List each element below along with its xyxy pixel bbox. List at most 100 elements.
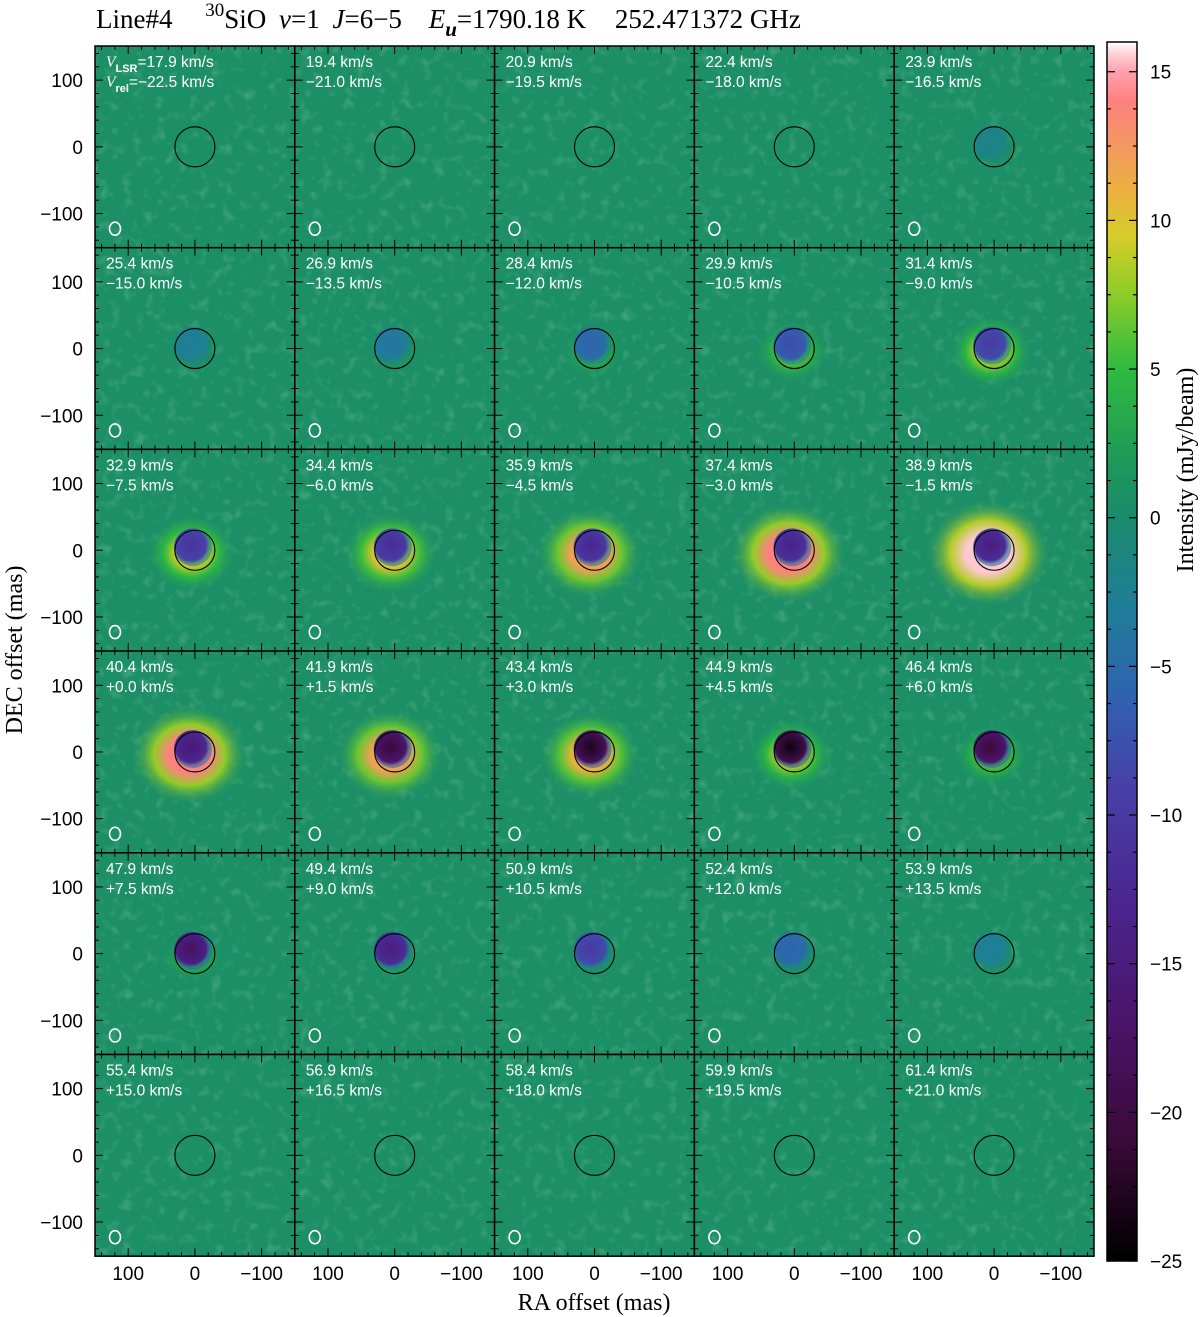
x-tick-label: 0 (989, 1264, 1000, 1285)
absorption-core (973, 729, 1012, 768)
y-tick-label: 100 (51, 71, 83, 92)
beam-ellipse (108, 624, 122, 640)
channel-panel: 34.4 km/s −6.0 km/s (294, 448, 496, 652)
beam-ellipse (108, 423, 122, 438)
vrel-label: +16.5 km/s (306, 1083, 382, 1100)
stellar-disk-outline (174, 933, 216, 975)
vrel-label: −10.5 km/s (705, 276, 781, 293)
stellar-disk-outline (174, 1134, 216, 1176)
panel-image (894, 449, 1094, 652)
vrel-label: +7.5 km/s (106, 881, 174, 898)
y-tick-label: 0 (72, 340, 83, 361)
stellar-disk-outline (573, 126, 616, 168)
v-symbol: V (106, 54, 117, 71)
beam-ellipse (108, 826, 122, 842)
beam-ellipse (708, 826, 721, 842)
stellar-disk-outline (174, 126, 216, 168)
beam-ellipse (308, 221, 322, 236)
channel-panel: 59.9 km/s +19.5 km/s (693, 1053, 895, 1257)
vrel-label: +15.0 km/s (106, 1083, 182, 1100)
colorbar-gradient (1106, 41, 1138, 1262)
vlsr-label: 44.9 km/s (705, 659, 772, 676)
beam-ellipse (708, 624, 721, 640)
channel-panel: 52.4 km/s +12.0 km/s (693, 852, 895, 1056)
stellar-disk-outline (174, 529, 216, 571)
y-tick-label: −100 (40, 406, 83, 427)
channel-panel: 44.9 km/s +4.5 km/s (693, 650, 895, 854)
channel-panel: 32.9 km/s −7.5 km/s (94, 448, 296, 652)
colorbar-label: Intensity (mJy/beam) (1173, 368, 1199, 573)
x-tick-label: 100 (912, 1264, 944, 1285)
stellar-disk-outline (573, 1134, 616, 1176)
absorption-core (373, 931, 412, 970)
vlsr-label: 46.4 km/s (905, 659, 972, 676)
vrel-label: −18.0 km/s (705, 74, 781, 91)
beam-ellipse (508, 624, 521, 640)
absorption-core (173, 326, 212, 365)
panel-image (95, 247, 295, 450)
panel-image (694, 651, 895, 853)
channel-panel: 56.9 km/s +16.5 km/s (294, 1053, 496, 1257)
noise-texture (694, 1054, 895, 1257)
v-symbol: V (106, 74, 117, 91)
vlsr-label: 19.4 km/s (306, 54, 373, 71)
vrel-label: +10.5 km/s (506, 881, 582, 898)
y-tick-label: 100 (51, 273, 83, 294)
panel-image (494, 1054, 695, 1257)
y-tick-label: −100 (40, 810, 83, 831)
x-tick-label: −100 (240, 1264, 283, 1285)
channel-panel: 29.9 km/s −10.5 km/s (693, 246, 895, 451)
panel-image (294, 247, 495, 450)
absorption-core (573, 931, 612, 970)
stellar-disk-outline (374, 126, 416, 168)
stellar-disk-outline (374, 327, 416, 370)
vlsr-label: 35.9 km/s (506, 457, 573, 474)
stellar-disk-outline (973, 1134, 1015, 1176)
absorption-core (973, 124, 1012, 163)
y-tick-label: −100 (40, 1011, 83, 1032)
colorbar-tick-label: −5 (1150, 657, 1172, 678)
x-tick-label: 0 (190, 1264, 201, 1285)
vrel-label: +3.0 km/s (506, 679, 574, 696)
y-tick-label: 0 (72, 945, 83, 966)
channel-panel: 58.4 km/s +18.0 km/s (493, 1053, 696, 1257)
beam-ellipse (907, 1028, 921, 1043)
beam-ellipse (308, 826, 322, 842)
colorbar-tick-label: 5 (1150, 360, 1161, 381)
vlsr-label: 40.4 km/s (106, 659, 173, 676)
channel-panel: 55.4 km/s +15.0 km/s (94, 1053, 296, 1257)
absorption-core (373, 528, 412, 567)
vlsr-value: =17.9 km/s (137, 54, 213, 71)
panel-image (694, 1054, 895, 1257)
vlsr-label: 43.4 km/s (506, 659, 573, 676)
panel-image (694, 46, 895, 248)
beam-ellipse (508, 423, 521, 438)
panel-image (95, 852, 295, 1055)
panel-image (494, 852, 695, 1055)
vlsr-label: 22.4 km/s (705, 54, 772, 71)
absorption-core (973, 528, 1012, 567)
stellar-disk-outline (973, 731, 1015, 773)
beam-ellipse (508, 1028, 521, 1043)
absorption-core (773, 326, 812, 365)
panel-image (494, 46, 695, 248)
channel-panel: 38.9 km/s −1.5 km/s (893, 448, 1095, 652)
vlsr-label: 26.9 km/s (306, 256, 373, 273)
vlsr-label: 31.4 km/s (905, 256, 972, 273)
channel-panel: 23.9 km/s −16.5 km/s (893, 45, 1095, 249)
panel-image (494, 449, 695, 652)
beam-ellipse (708, 221, 721, 236)
panel-image (494, 247, 695, 450)
channel-panel: 37.4 km/s −3.0 km/s (693, 448, 895, 652)
vlsr-label: 23.9 km/s (905, 54, 972, 71)
panel-image (894, 247, 1094, 450)
stellar-disk-outline (374, 933, 416, 975)
panel-image (894, 46, 1094, 248)
colorbar-tick-label: 15 (1150, 63, 1171, 84)
vlsr-label: 58.4 km/s (506, 1063, 573, 1080)
y-tick-label: 100 (51, 1080, 83, 1101)
beam-ellipse (508, 1229, 521, 1245)
absorption-core (373, 729, 412, 768)
channel-panel: 26.9 km/s −13.5 km/s (294, 246, 496, 451)
absorption-core (773, 931, 812, 970)
